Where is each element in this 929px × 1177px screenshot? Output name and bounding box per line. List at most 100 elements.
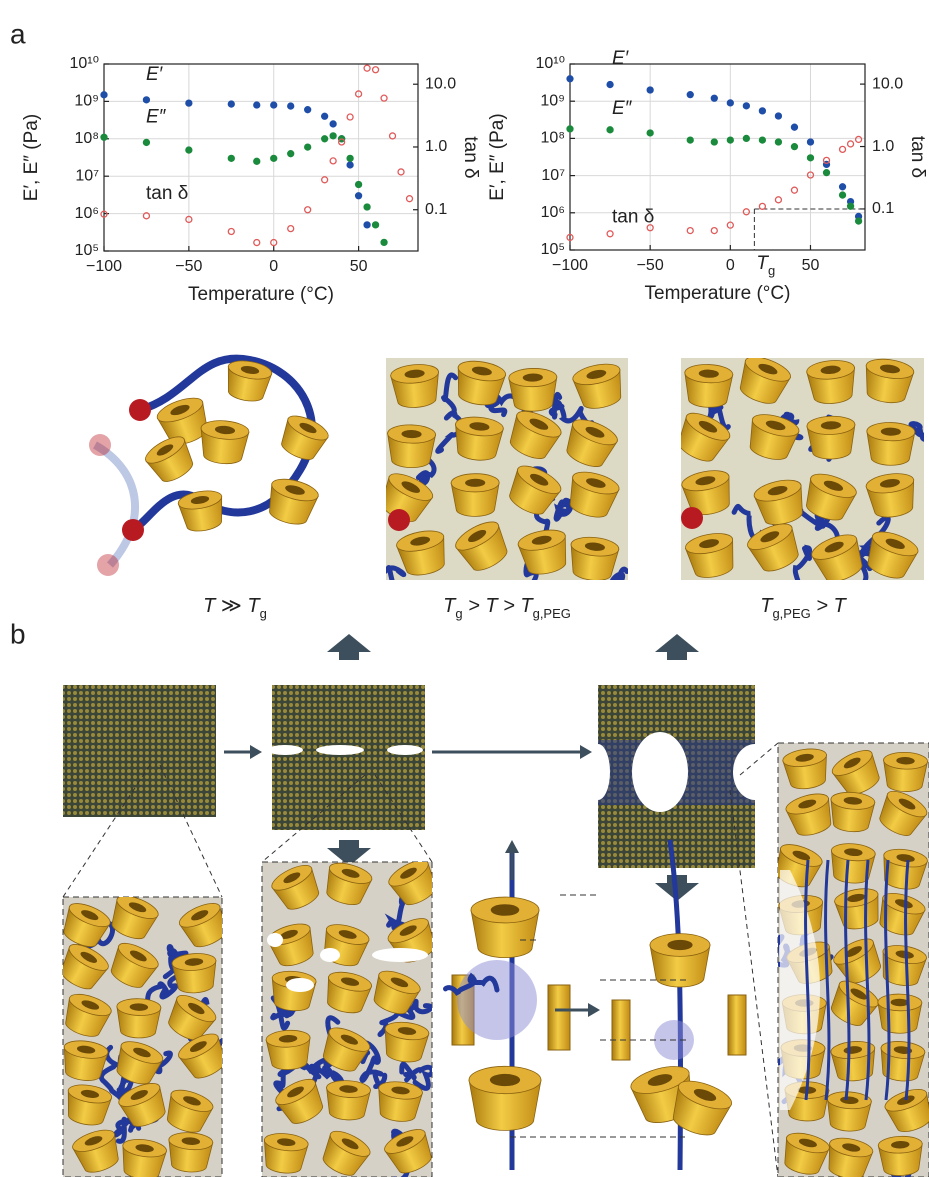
y-tick-label: 10⁹: [540, 92, 565, 109]
stopper: [388, 509, 410, 531]
caption: Tg,PEG > T: [760, 595, 847, 621]
ring-hole: [490, 1074, 520, 1086]
crack: [267, 745, 303, 755]
data-point: [254, 158, 260, 164]
cyclodextrin-ring: [807, 416, 856, 460]
ring-hole: [667, 940, 692, 950]
cyclodextrin-ring: [275, 411, 331, 465]
data-point: [347, 162, 353, 168]
half-ring: [612, 1000, 630, 1060]
stopper: [89, 434, 111, 456]
data-point: [856, 218, 862, 224]
data-point: [228, 101, 234, 107]
caption: Tg > T > Tg,PEG: [443, 595, 571, 621]
data-point: [647, 130, 653, 136]
data-point: [356, 181, 362, 187]
cyclodextrin-ring: [878, 1135, 924, 1176]
data-point: [727, 137, 733, 143]
box-content: [767, 745, 929, 1177]
x-tick-label: 50: [802, 257, 820, 274]
caption-subscript: g,PEG: [533, 606, 571, 621]
film-tile: [63, 685, 216, 817]
data-point: [607, 82, 613, 88]
cyclodextrin-ring: [451, 473, 499, 516]
caption-text: > T > T: [463, 595, 535, 617]
x-tick-label: −50: [637, 257, 664, 274]
series-label: E″: [612, 98, 633, 119]
caption-text: T ≫ T: [203, 595, 261, 617]
data-point: [271, 102, 277, 108]
data-point: [567, 76, 573, 82]
data-point: [775, 139, 781, 145]
y2-tick-label: 1.0: [872, 138, 894, 155]
data-point: [840, 184, 846, 190]
data-point: [254, 102, 260, 108]
y-tick-label: 10⁶: [75, 205, 99, 222]
y-axis-label: E′, E″ (Pa): [21, 114, 42, 201]
data-point: [727, 100, 733, 106]
y2-tick-label: 0.1: [425, 201, 447, 218]
data-point: [711, 139, 717, 145]
data-point: [330, 121, 336, 127]
cyclodextrin-ring: [469, 1066, 541, 1130]
data-point: [791, 144, 797, 150]
caption-subscript: g: [260, 606, 267, 621]
x-axis-label: Temperature (°C): [188, 284, 334, 305]
data-point: [186, 147, 192, 153]
force-arrow: [655, 634, 699, 660]
page: Figure html, body { margin: 0; padding: …: [0, 0, 929, 1177]
crack: [316, 745, 364, 755]
data-point: [807, 139, 813, 145]
data-point: [381, 239, 387, 245]
void: [632, 732, 688, 812]
stopper: [122, 519, 144, 541]
data-point: [143, 139, 149, 145]
stopper: [681, 507, 703, 529]
cyclodextrin-ring: [471, 897, 539, 958]
y-tick-label: 10⁶: [541, 204, 565, 221]
cyclodextrin-ring: [866, 422, 915, 466]
x-tick-label: −50: [175, 258, 202, 275]
data-point: [567, 126, 573, 132]
ring-hole: [491, 904, 520, 916]
data-point: [322, 113, 328, 119]
data-point: [743, 135, 749, 141]
data-point: [743, 103, 749, 109]
y-tick-label: 10⁷: [541, 167, 565, 184]
tg-subscript: g: [768, 263, 775, 278]
cyclodextrin-ring: [683, 364, 733, 409]
data-point: [607, 127, 613, 133]
y-tick-label: 10⁵: [541, 241, 565, 258]
data-point: [143, 97, 149, 103]
data-point: [101, 134, 107, 140]
data-point: [373, 222, 379, 228]
data-point: [759, 137, 765, 143]
caption-subscript: g,PEG: [772, 606, 810, 621]
series-label: E′: [146, 64, 164, 85]
cyclodextrin-ring: [266, 1029, 312, 1070]
page-body: {"panels": {"a": "a", "b": "b"}, "captio…: [0, 0, 929, 1177]
void: [733, 744, 777, 800]
panel-label: b: [10, 618, 26, 649]
data-point: [711, 95, 717, 101]
half-ring: [548, 985, 570, 1050]
x-tick-label: −100: [86, 258, 122, 275]
arrow-head: [588, 1003, 600, 1017]
y2-axis-label: tan δ: [460, 136, 481, 178]
figure: a b −100−5005010⁵10⁶10⁷10⁸10⁹10¹⁰0.11.01…: [0, 0, 929, 1177]
series-label: tan δ: [146, 183, 188, 204]
data-point: [364, 222, 370, 228]
y-tick-label: 10⁵: [75, 242, 99, 259]
data-point: [305, 107, 311, 113]
film-tile: [272, 685, 425, 830]
data-point: [775, 113, 781, 119]
y-tick-label: 10⁸: [540, 130, 565, 147]
y2-tick-label: 10.0: [425, 75, 456, 92]
data-point: [305, 144, 311, 150]
data-point: [288, 151, 294, 157]
y2-tick-label: 1.0: [425, 138, 447, 155]
polymer-faded: [95, 445, 135, 565]
y-tick-label: 10¹⁰: [535, 55, 565, 72]
data-point: [848, 203, 854, 209]
cyclodextrin-ring: [116, 998, 161, 1039]
